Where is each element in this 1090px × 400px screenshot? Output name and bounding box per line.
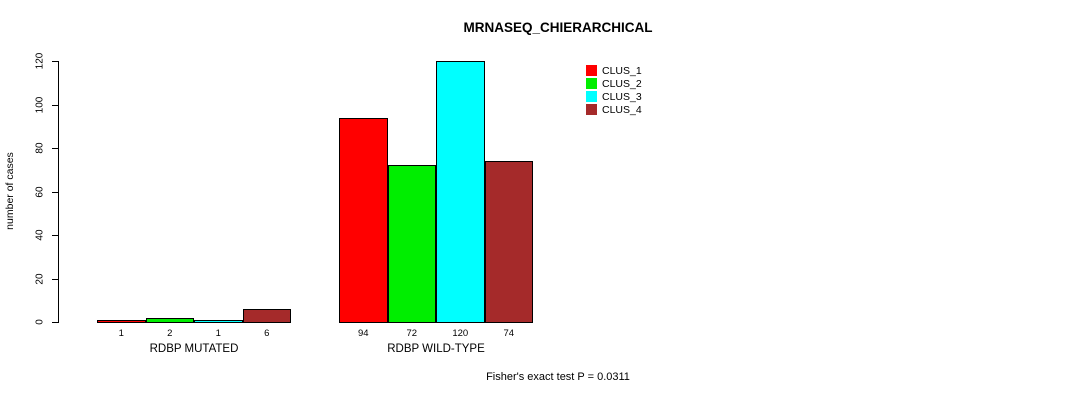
- bar: [387, 165, 436, 323]
- x-axis-group-label: RDBP MUTATED: [149, 343, 239, 355]
- y-axis-label: number of cases: [4, 152, 16, 230]
- legend-swatch: [586, 104, 597, 115]
- bar: [436, 61, 485, 323]
- y-axis-tick: [52, 322, 58, 323]
- y-axis-tick: [52, 191, 58, 193]
- legend-item: CLUS_3: [586, 90, 642, 103]
- y-axis-tick: [52, 278, 58, 280]
- y-axis-tick-label: 0: [34, 319, 46, 325]
- x-axis-group-label: RDBP WILD-TYPE: [387, 343, 485, 355]
- legend-item: CLUS_2: [586, 77, 642, 90]
- y-axis-line: [58, 61, 59, 323]
- y-axis-tick-label: 100: [34, 96, 46, 113]
- y-axis-tick-label: 20: [34, 272, 46, 285]
- y-axis-tick-label: 60: [34, 185, 46, 198]
- y-axis-tick: [52, 104, 58, 106]
- bar-value-label: 2: [167, 328, 173, 339]
- y-axis-tick: [52, 235, 58, 236]
- legend-label: CLUS_3: [602, 90, 642, 103]
- y-axis-tick-label: 120: [34, 52, 46, 70]
- legend-label: CLUS_2: [602, 77, 642, 90]
- bar: [194, 320, 243, 323]
- bar-value-label: 1: [118, 328, 124, 339]
- bar-value-label: 120: [452, 328, 469, 339]
- bar-value-label: 74: [503, 328, 515, 339]
- bar: [97, 320, 146, 323]
- y-axis-tick: [52, 148, 58, 149]
- legend-swatch: [586, 65, 597, 76]
- legend-item: CLUS_4: [586, 103, 642, 116]
- bar: [484, 161, 533, 323]
- y-axis-tick-label: 40: [34, 229, 46, 241]
- y-axis-tick-label: 80: [34, 142, 46, 154]
- bar-value-label: 6: [264, 328, 270, 339]
- legend-item: CLUS_1: [586, 64, 642, 77]
- legend-label: CLUS_4: [602, 103, 642, 116]
- bar-value-label: 72: [406, 328, 418, 339]
- legend-swatch: [586, 91, 597, 102]
- legend-swatch: [586, 78, 597, 89]
- bar: [339, 118, 388, 323]
- bar: [145, 318, 194, 323]
- bar: [242, 309, 291, 323]
- y-axis-tick: [52, 61, 58, 62]
- legend: CLUS_1 CLUS_2 CLUS_3 CLUS_4: [586, 64, 642, 116]
- legend-label: CLUS_1: [602, 64, 642, 77]
- bar-value-label: 94: [357, 328, 369, 339]
- annotation-text: Fisher's exact test P = 0.0311: [486, 371, 630, 383]
- chart-title: MRNASEQ_CHIERARCHICAL: [463, 20, 653, 35]
- bar-value-label: 1: [215, 328, 221, 339]
